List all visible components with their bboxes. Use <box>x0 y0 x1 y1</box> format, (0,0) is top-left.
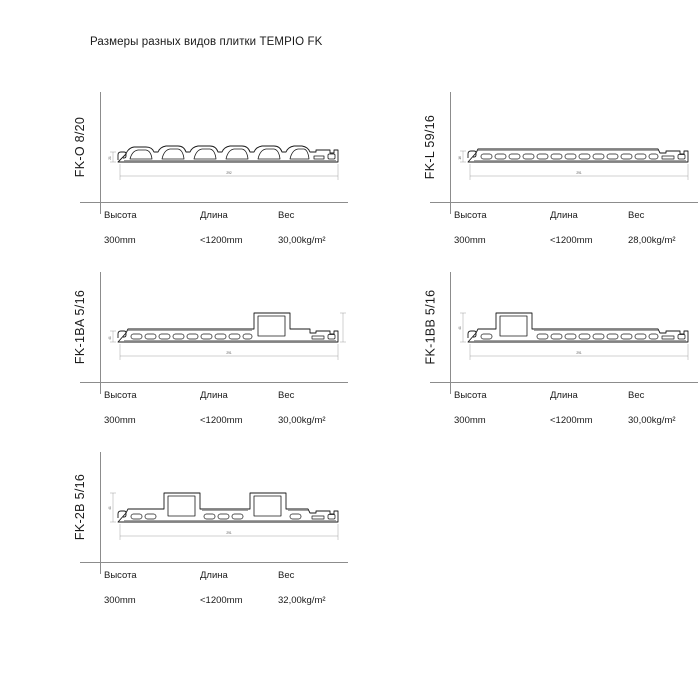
spec-header-row: Высота Длина Вес <box>104 570 348 581</box>
panel-code-text: FK-O 8/20 <box>73 116 87 178</box>
spec-table: Высота Длина Вес 300mm <1200mm 30,00kg/m… <box>104 390 348 426</box>
panel-vertical-rule <box>100 452 101 574</box>
panel-horizontal-rule <box>80 562 348 563</box>
panel-vertical-rule <box>100 272 101 394</box>
profile-drawing-flat-cells: 291 16 <box>452 100 700 200</box>
spec-value-weight: 30,00kg/m² <box>278 415 326 426</box>
spec-header-weight: Вес <box>278 570 295 581</box>
spec-header-weight: Вес <box>278 210 295 221</box>
spec-value-row: 300mm <1200mm 30,00kg/m² <box>104 415 348 426</box>
spec-value-weight: 30,00kg/m² <box>278 235 326 246</box>
dim-height-1: 16 <box>458 156 462 160</box>
spec-value-height: 300mm <box>454 235 486 246</box>
panel-code-label: FK-1BB 5/16 <box>412 272 448 382</box>
dim-height-2: 41 <box>108 336 112 340</box>
spec-value-row: 300mm <1200mm 32,00kg/m² <box>104 595 348 606</box>
panel-row: FK-O 8/20 <box>0 92 700 272</box>
spec-header-weight: Вес <box>278 390 295 401</box>
panel-horizontal-rule <box>430 382 698 383</box>
dim-length-3: 291 <box>576 351 582 355</box>
panel-row: FK-2B 5/16 <box>0 452 700 632</box>
spec-value-weight: 28,00kg/m² <box>628 235 676 246</box>
spec-header-length: Длина <box>200 210 228 221</box>
panel-code-label: FK-2B 5/16 <box>62 452 98 562</box>
spec-table: Высота Длина Вес 300mm <1200mm 28,00kg/m… <box>454 210 698 246</box>
spec-header-length: Длина <box>200 570 228 581</box>
spec-value-length: <1200mm <box>550 415 593 426</box>
spec-header-row: Высота Длина Вес <box>104 210 348 221</box>
panel-fk-o[interactable]: FK-O 8/20 <box>62 92 350 272</box>
spec-value-row: 300mm <1200mm 30,00kg/m² <box>104 235 348 246</box>
spec-table: Высота Длина Вес 300mm <1200mm 30,00kg/m… <box>104 210 348 246</box>
spec-header-height: Высота <box>104 210 137 221</box>
spec-value-row: 300mm <1200mm 30,00kg/m² <box>454 415 698 426</box>
dim-height-4: 41 <box>108 506 112 510</box>
panel-vertical-rule <box>450 272 451 394</box>
spec-header-height: Высота <box>454 210 487 221</box>
dim-length-4: 291 <box>226 531 232 535</box>
panel-fk-l[interactable]: FK-L 59/16 <box>412 92 700 272</box>
panel-code-text: FK-1BB 5/16 <box>423 289 437 365</box>
spec-value-row: 300mm <1200mm 28,00kg/m² <box>454 235 698 246</box>
spec-header-height: Высота <box>104 390 137 401</box>
spec-value-weight: 30,00kg/m² <box>628 415 676 426</box>
profile-drawing-one-block-right: 291 41 <box>102 280 350 380</box>
spec-value-height: 300mm <box>454 415 486 426</box>
spec-value-length: <1200mm <box>200 235 243 246</box>
profile-drawing-wave-arches: 292 21 <box>102 100 350 200</box>
spec-header-height: Высота <box>104 570 137 581</box>
dim-length-0: 292 <box>226 171 232 175</box>
spec-header-row: Высота Длина Вес <box>454 210 698 221</box>
spec-value-weight: 32,00kg/m² <box>278 595 326 606</box>
panel-horizontal-rule <box>430 202 698 203</box>
spec-table: Высота Длина Вес 300mm <1200mm 30,00kg/m… <box>454 390 698 426</box>
panel-code-label: FK-1BA 5/16 <box>62 272 98 382</box>
spec-table: Высота Длина Вес 300mm <1200mm 32,00kg/m… <box>104 570 348 606</box>
panel-grid: FK-O 8/20 <box>0 92 700 632</box>
panel-horizontal-rule <box>80 202 348 203</box>
spec-header-length: Длина <box>550 210 578 221</box>
spec-value-length: <1200mm <box>200 415 243 426</box>
spec-header-weight: Вес <box>628 210 645 221</box>
spec-value-height: 300mm <box>104 595 136 606</box>
panel-vertical-rule <box>100 92 101 214</box>
profile-drawing-one-block-left: 291 41 <box>452 280 700 380</box>
spec-value-length: <1200mm <box>200 595 243 606</box>
spec-header-row: Высота Длина Вес <box>104 390 348 401</box>
dim-length-1: 291 <box>576 171 582 175</box>
panel-code-label: FK-O 8/20 <box>62 92 98 202</box>
dim-length-2: 291 <box>226 351 232 355</box>
spec-value-height: 300mm <box>104 235 136 246</box>
page-title: Размеры разных видов плитки TEMPIO FK <box>90 36 323 48</box>
panel-row: FK-1BA 5/16 <box>0 272 700 452</box>
dim-height-0: 21 <box>108 156 112 160</box>
panel-code-text: FK-2B 5/16 <box>73 473 88 541</box>
panel-code-text: FK-1BA 5/16 <box>73 289 87 365</box>
panel-fk-1bb[interactable]: FK-1BB 5/16 <box>412 272 700 452</box>
spec-header-row: Высота Длина Вес <box>454 390 698 401</box>
spec-value-height: 300mm <box>104 415 136 426</box>
profile-drawing-two-blocks: 291 41 <box>102 460 350 560</box>
panel-horizontal-rule <box>80 382 348 383</box>
panel-code-label: FK-L 59/16 <box>412 92 448 202</box>
dim-height-3: 41 <box>458 326 462 330</box>
spec-header-weight: Вес <box>628 390 645 401</box>
panel-fk-1ba[interactable]: FK-1BA 5/16 <box>62 272 350 452</box>
spec-header-length: Длина <box>550 390 578 401</box>
panel-fk-2b[interactable]: FK-2B 5/16 <box>62 452 350 632</box>
spec-header-length: Длина <box>200 390 228 401</box>
spec-value-length: <1200mm <box>550 235 593 246</box>
panel-code-text: FK-L 59/16 <box>423 114 438 180</box>
spec-header-height: Высота <box>454 390 487 401</box>
panel-vertical-rule <box>450 92 451 214</box>
